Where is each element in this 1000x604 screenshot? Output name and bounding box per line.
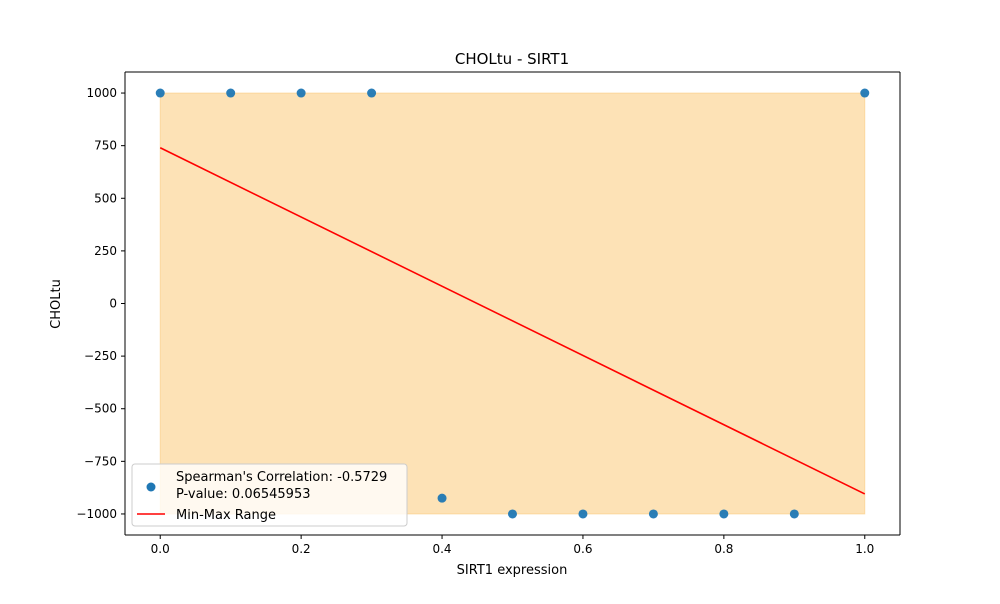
y-tick-label: 500: [94, 191, 117, 205]
trend-line-layer: [159, 147, 866, 495]
y-axis-label: CHOLtu: [49, 279, 64, 329]
y-tick-label: −750: [84, 454, 117, 468]
y-tick-label: −1000: [76, 507, 117, 521]
legend-range-text: Min-Max Range: [176, 508, 276, 523]
data-point: [578, 509, 588, 519]
data-point: [719, 509, 729, 519]
legend-pvalue-text: P-value: 0.06545953: [176, 487, 311, 502]
data-point: [226, 88, 236, 98]
data-points-layer: [155, 88, 870, 519]
range-band-layer: [159, 92, 866, 515]
data-point: [648, 509, 658, 519]
y-tick-label: 250: [94, 244, 117, 258]
legend-box: [131, 463, 408, 527]
y-tick-label: −250: [84, 349, 117, 363]
chart-title: CHOLtu - SIRT1: [455, 50, 569, 68]
data-point: [508, 509, 517, 519]
x-tick-label: 0.8: [714, 542, 733, 556]
min-max-range-band: [159, 92, 866, 515]
tick-labels-layer: 0.0 0.2 0.4 0.6 0.8 1.0 1000 750 500 250 0 −250 −500…: [76, 86, 874, 556]
legend-correlation-text: Spearman's Correlation: -0.5729: [176, 470, 387, 485]
x-tick-label: 0.0: [151, 542, 170, 556]
legend-marker-correlation: [146, 482, 156, 492]
data-point: [860, 88, 870, 98]
y-tick-label: −500: [84, 402, 117, 416]
x-tick-label: 1.0: [855, 542, 874, 556]
x-tick-label: 0.6: [573, 542, 592, 556]
trend-line: [159, 147, 866, 495]
data-point: [155, 88, 165, 98]
y-tick-label: 1000: [86, 86, 117, 100]
data-point: [437, 493, 447, 503]
data-point: [296, 88, 306, 98]
y-tick-label: 750: [94, 139, 117, 153]
x-tick-label: 0.2: [292, 542, 311, 556]
y-tick-label: 0: [109, 297, 117, 311]
x-tick-label: 0.4: [432, 542, 451, 556]
data-point: [789, 509, 799, 519]
legend: Spearman's Correlation: -0.5729 P-value: …: [131, 463, 408, 527]
data-point: [367, 88, 377, 98]
x-axis-label: SIRT1 expression: [457, 563, 568, 578]
